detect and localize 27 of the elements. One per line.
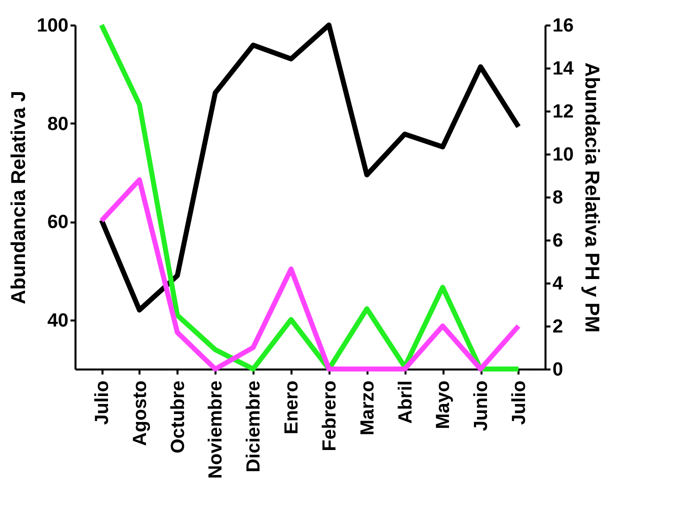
- y2-tick-label: 14: [552, 58, 574, 80]
- y2-tick-label: 10: [552, 144, 574, 166]
- y-tick-label: 40: [47, 310, 68, 332]
- y2-axis-title: Abundacia Relativa PH y PM: [580, 62, 603, 333]
- y-tick-label: 100: [36, 16, 68, 36]
- x-tick-label: Mayo: [433, 380, 454, 430]
- x-tick-label: Noviembre: [206, 380, 227, 479]
- y-axis-title: Abundancia Relativa J: [8, 90, 30, 304]
- x-tick-label: Diciembre: [244, 380, 265, 472]
- x-tick-label: Marzo: [357, 380, 378, 436]
- y2-tick-label: 2: [552, 316, 564, 338]
- y-tick-label: 80: [47, 114, 68, 135]
- y2-tick-label: 6: [552, 230, 564, 252]
- y2-tick-label: 12: [552, 102, 574, 122]
- x-tick-label: Febrero: [319, 380, 340, 452]
- x-tick-label: Octubre: [168, 380, 189, 454]
- x-tick-label: Julio: [92, 380, 114, 425]
- x-tick-label: Agosto: [130, 380, 151, 446]
- y2-tick-label: 4: [552, 274, 564, 294]
- y2-tick-label: 0: [552, 360, 564, 380]
- x-tick-label: Abril: [395, 380, 416, 424]
- x-tick-label: Enero: [282, 380, 303, 434]
- y2-tick-label: 8: [552, 188, 564, 208]
- x-tick-label: Julio: [508, 380, 530, 425]
- y2-tick-label: 16: [552, 16, 574, 36]
- x-tick-label: Junio: [471, 380, 492, 432]
- y-tick-label: 60: [47, 212, 68, 234]
